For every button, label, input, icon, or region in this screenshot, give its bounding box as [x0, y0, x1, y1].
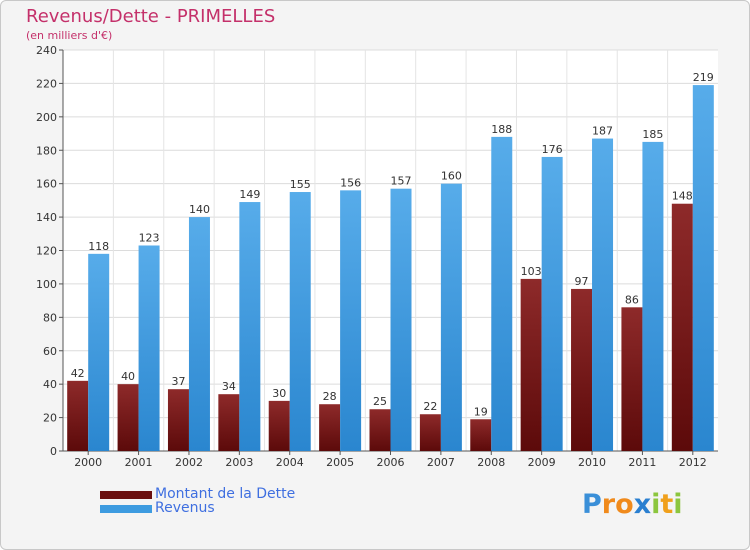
data-label-revenus: 155 [290, 178, 311, 191]
y-tick-label: 120 [36, 245, 57, 258]
bar-revenus [390, 188, 412, 451]
y-tick-label: 200 [36, 111, 57, 124]
y-tick-label: 20 [43, 412, 57, 425]
bar-revenus [541, 156, 563, 451]
logo-letter: x [633, 489, 652, 520]
bar-debt [419, 414, 441, 451]
bar-debt [369, 409, 391, 451]
data-label-revenus: 123 [139, 231, 160, 244]
y-tick-label: 180 [36, 144, 57, 157]
bar-revenus [188, 217, 210, 451]
data-label-debt: 40 [121, 370, 135, 383]
x-tick-label: 2001 [125, 456, 153, 469]
data-label-debt: 34 [222, 380, 236, 393]
y-tick-label: 160 [36, 178, 57, 191]
data-label-debt: 148 [672, 190, 693, 203]
x-tick-label: 2011 [628, 456, 656, 469]
x-tick-label: 2012 [679, 456, 707, 469]
bar-revenus [239, 202, 261, 451]
proxiti-logo: Proxiti [582, 489, 683, 520]
y-tick-label: 60 [43, 345, 57, 358]
data-labels: 42 118 40 123 37 140 34 149 30 155 28 156 25 157 22 160… [71, 71, 714, 418]
bar-debt [218, 394, 240, 451]
y-tick-label: 140 [36, 211, 57, 224]
data-label-revenus: 219 [693, 71, 714, 84]
x-tick-label: 2009 [528, 456, 556, 469]
bar-revenus [289, 192, 311, 452]
logo-letter: r [601, 489, 616, 520]
bar-debt [470, 419, 492, 451]
bar-debt [520, 278, 542, 451]
x-tick-label: 2002 [175, 456, 203, 469]
x-tick-label: 2006 [377, 456, 405, 469]
bar-revenus [138, 245, 160, 451]
data-label-debt: 97 [575, 275, 589, 288]
data-label-debt: 19 [474, 405, 488, 418]
data-label-revenus: 187 [592, 125, 613, 138]
data-label-debt: 30 [272, 387, 286, 400]
x-tick-label: 2010 [578, 456, 606, 469]
legend-swatch-debt [100, 491, 152, 499]
logo-letter: o [615, 489, 634, 520]
data-label-revenus: 185 [642, 128, 663, 141]
x-tick-label: 2005 [326, 456, 354, 469]
data-label-debt: 25 [373, 395, 387, 408]
data-label-debt: 22 [423, 400, 437, 413]
bar-debt [67, 380, 89, 451]
bar-revenus [491, 136, 513, 451]
data-label-revenus: 188 [491, 123, 512, 136]
y-tick-label: 100 [36, 278, 57, 291]
data-label-revenus: 118 [88, 240, 109, 253]
data-label-revenus: 176 [542, 143, 563, 156]
bar-revenus [642, 141, 664, 452]
bar-debt [117, 384, 139, 451]
data-label-revenus: 160 [441, 170, 462, 183]
y-tick-label: 0 [50, 445, 57, 458]
logo-letter: i [651, 489, 661, 520]
legend-label-debt: Montant de la Dette [155, 486, 296, 502]
logo-letter: t [660, 489, 674, 520]
data-label-debt: 103 [521, 265, 542, 278]
y-tick-label: 240 [36, 44, 57, 57]
y-tick-label: 220 [36, 77, 57, 90]
data-label-debt: 42 [71, 367, 85, 380]
data-label-debt: 37 [171, 375, 185, 388]
bar-revenus [88, 253, 110, 451]
chart-subtitle: (en milliers d'€) [26, 29, 113, 42]
data-label-revenus: 157 [391, 175, 412, 188]
bar-debt [167, 389, 189, 451]
bar-debt [319, 404, 341, 451]
data-label-debt: 86 [625, 293, 639, 306]
x-tick-label: 2000 [74, 456, 102, 469]
bars [67, 85, 714, 452]
data-label-revenus: 156 [340, 176, 361, 189]
bar-revenus [592, 138, 614, 451]
y-tick-label: 40 [43, 378, 57, 391]
logo-letter: i [673, 489, 683, 520]
y-tick-label: 80 [43, 311, 57, 324]
x-tick-label: 2004 [276, 456, 304, 469]
bar-revenus [692, 85, 714, 452]
bar-debt [268, 400, 290, 451]
bar-revenus [340, 190, 362, 451]
legend-label-revenus: Revenus [155, 500, 215, 516]
legend-swatch-revenus [100, 505, 152, 513]
chart-title: Revenus/Dette - PRIMELLES [26, 6, 276, 27]
x-tick-label: 2003 [225, 456, 253, 469]
bar-revenus [440, 183, 462, 451]
data-label-revenus: 149 [239, 188, 260, 201]
x-tick-label: 2007 [427, 456, 455, 469]
x-tick-label: 2008 [477, 456, 505, 469]
bar-debt [671, 203, 693, 451]
bar-debt [571, 288, 593, 451]
logo-letter: P [582, 489, 602, 520]
data-label-revenus: 140 [189, 203, 210, 216]
bar-debt [621, 307, 643, 451]
data-label-debt: 28 [323, 390, 337, 403]
